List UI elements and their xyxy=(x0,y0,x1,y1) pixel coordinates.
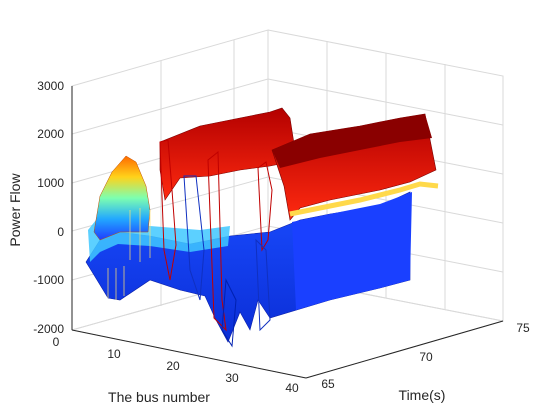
z-tick-labels: 3000 2000 1000 0 -1000 -2000 xyxy=(33,79,64,336)
x-axis-line xyxy=(71,329,307,379)
y-tick-labels: 65 70 75 xyxy=(321,321,530,391)
surface-dark-top xyxy=(272,114,432,168)
y-tick-label: 65 xyxy=(321,377,335,391)
z-tick-label: 2000 xyxy=(37,127,64,141)
spike-wire-red-2 xyxy=(207,150,227,332)
x-tick-label: 40 xyxy=(285,381,299,395)
wire-grid-4 xyxy=(107,266,125,300)
y-axis-label: Time(s) xyxy=(399,387,446,403)
x-tick-label: 20 xyxy=(166,359,180,373)
z-tick-label: 3000 xyxy=(37,79,64,93)
surface xyxy=(85,107,439,348)
spike-wire-blue-1 xyxy=(183,175,205,301)
x-tick-labels: 0 10 20 30 40 xyxy=(53,335,299,395)
surface-yellow-edge xyxy=(289,181,439,217)
surface-wire-grid xyxy=(107,208,151,300)
axis-lines xyxy=(71,86,504,379)
x-axis-label: The bus number xyxy=(108,389,210,405)
spike-wire-red-1 xyxy=(159,139,177,281)
x-tick-label: 10 xyxy=(107,347,121,361)
surface-spikes xyxy=(159,139,273,348)
y-axis-line xyxy=(305,320,504,379)
spike-wire-blue-3 xyxy=(255,238,271,332)
x-tick-label: 30 xyxy=(225,371,239,385)
z-tick-label: 1000 xyxy=(37,176,64,190)
z-tick-label: -2000 xyxy=(33,322,64,336)
z-axis-label: Power Flow xyxy=(7,173,23,247)
spike-wire-blue-2 xyxy=(221,278,237,348)
y-tick-label: 75 xyxy=(516,321,530,335)
spike-wire-red-3 xyxy=(257,161,273,252)
surface-blue-slab-right xyxy=(292,192,412,310)
surface-left-hump xyxy=(93,155,151,241)
z-tick-label: 0 xyxy=(57,225,64,239)
x-tick-label: 0 xyxy=(53,335,60,349)
z-tick-label: -1000 xyxy=(33,273,64,287)
y-tick-label: 70 xyxy=(419,350,433,364)
